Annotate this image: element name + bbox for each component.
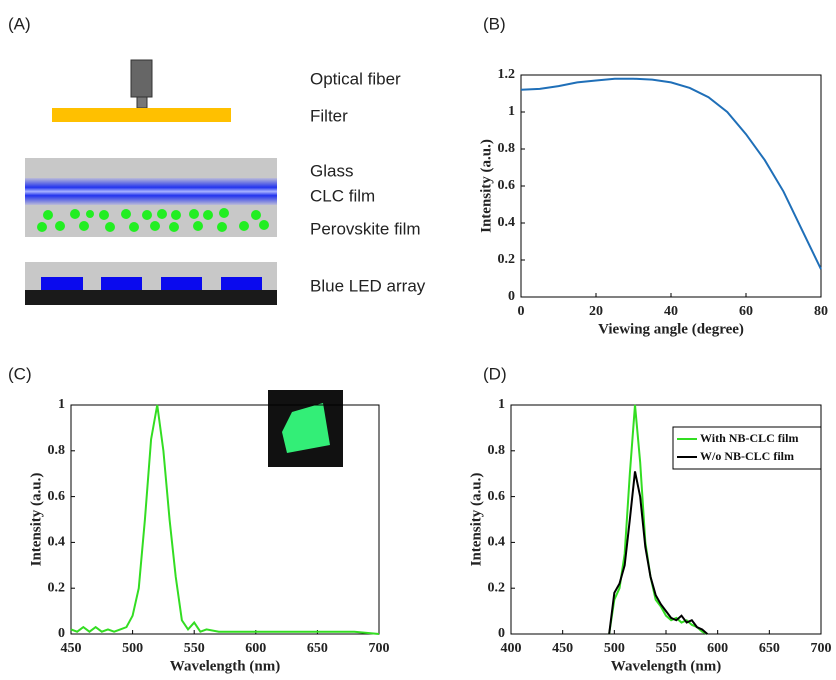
label: Perovskite film [310,219,421,238]
x-tick-label: 450 [552,641,573,656]
x-tick-label: 20 [589,304,603,319]
filter [52,108,231,122]
x-axis-label: Wavelength (nm) [611,658,721,674]
legend-label: W/o NB-CLC film [700,449,794,463]
inset-photo [268,390,343,467]
clc-film [25,178,277,205]
y-tick-label: 0.8 [48,443,66,458]
y-tick-label: 0 [508,289,515,304]
label: CLC film [310,186,375,205]
x-tick-label: 550 [656,641,677,656]
y-tick-label: 0.6 [498,178,516,193]
x-tick-label: 500 [604,641,625,656]
x-tick-label: 600 [707,641,728,656]
y-tick-label: 0.4 [488,535,506,550]
label: Optical fiber [310,69,401,88]
inset-film [282,403,330,453]
diagram: (A) Optical fiber Filter Glass CLC film … [8,14,426,305]
x-tick-label: 500 [122,641,143,656]
line [520,77,822,270]
x-tick-label: 650 [759,641,780,656]
x-tick-label: 80 [814,304,828,319]
x-tick-label: 700 [811,641,832,656]
fiber-tip [136,96,148,109]
axes-box [70,404,380,635]
panel-label: (A) [8,14,31,33]
y-tick-label: 0.4 [498,215,516,230]
y-axis-label: Intensity (a.u.) [478,139,494,233]
panel-label: (D) [483,364,507,383]
x-tick-label: 0 [518,304,525,319]
y-tick-label: 0.8 [498,141,516,156]
label: Glass [310,161,353,180]
x-tick-label: 600 [245,641,266,656]
x-tick-label: 400 [501,641,522,656]
optical-fiber [130,59,153,98]
x-axis-label: Wavelength (nm) [170,658,280,674]
x-tick-label: 60 [739,304,753,319]
y-tick-label: 0 [498,626,505,641]
y-tick-label: 0.6 [48,489,66,504]
y-tick-label: 0.2 [498,252,516,267]
y-tick-label: 1 [58,397,65,412]
x-tick-label: 40 [664,304,678,319]
led-base [25,290,277,305]
y-tick-label: 1.2 [498,67,516,82]
panel-label: (C) [8,364,32,383]
line [608,404,708,635]
y-tick-label: 0.6 [488,489,506,504]
x-axis-label: Viewing angle (degree) [598,321,744,337]
line [70,404,380,635]
x-tick-label: 650 [307,641,328,656]
x-tick-label: 450 [61,641,82,656]
y-tick-label: 0 [58,626,65,641]
y-tick-label: 0.2 [488,580,506,595]
x-tick-label: 700 [369,641,390,656]
y-tick-label: 1 [498,397,505,412]
y-tick-label: 0.2 [48,580,66,595]
perovskite-dots [37,208,269,232]
y-tick-label: 0.4 [48,535,66,550]
legend-box [672,426,822,470]
y-tick-label: 0.8 [488,443,506,458]
legend-label: With NB-CLC film [700,431,798,445]
axes-box [520,74,822,298]
panel-label: (B) [483,14,506,33]
line [608,471,708,635]
y-axis-label: Intensity (a.u.) [28,473,44,567]
y-axis-label: Intensity (a.u.) [468,473,484,567]
label: Filter [310,106,348,125]
label: Blue LED array [310,276,426,295]
x-tick-label: 550 [184,641,205,656]
leds [41,277,262,290]
y-tick-label: 1 [508,104,515,119]
